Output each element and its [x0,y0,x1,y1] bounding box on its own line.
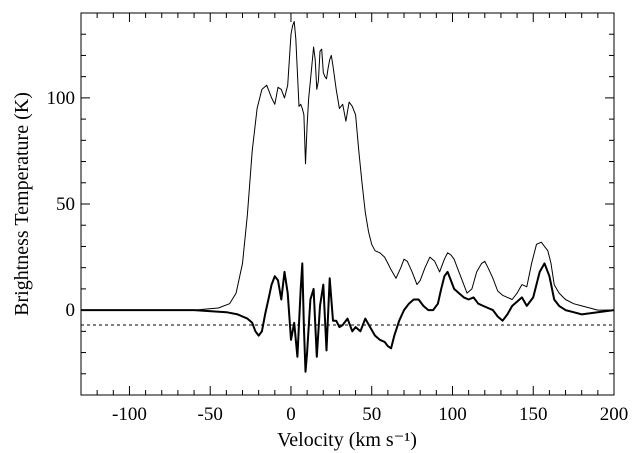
x-tick-label: -50 [198,404,223,425]
x-tick-label: 150 [519,404,548,425]
x-tick-label: 50 [362,404,381,425]
x-tick-label: 200 [600,404,629,425]
x-tick-label: -100 [112,404,147,425]
series-line-thick [81,262,614,373]
x-tick-label: 0 [286,404,296,425]
series-line-thin [81,21,614,311]
plot-marks [81,21,614,373]
plot-frame [80,12,615,396]
y-axis-label: Brightness Temperature (K) [11,92,33,316]
x-tick-label: 100 [438,404,467,425]
y-tick-label: 50 [56,194,75,215]
x-axis-label: Velocity (km s⁻¹) [277,429,417,451]
y-tick-label: 100 [47,88,76,109]
axis-ticks: -100 -50 0 50 100 150 200 0 50 100 [47,12,629,425]
y-tick-label: 0 [66,300,76,321]
